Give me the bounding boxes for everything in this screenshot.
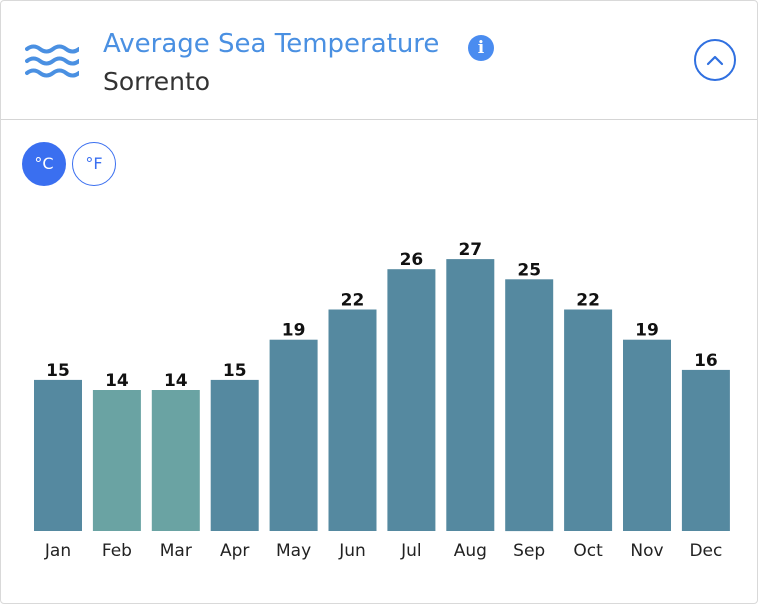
- bar-value-label: 25: [517, 260, 541, 280]
- bar-value-label: 16: [694, 351, 718, 371]
- bar-jul[interactable]: [387, 269, 436, 531]
- month-tick-label: Apr: [220, 541, 249, 561]
- card-header: Average Sea Temperature i Sorrento: [1, 1, 757, 120]
- month-tick-label: Nov: [630, 541, 663, 561]
- bar-mar[interactable]: [151, 390, 200, 531]
- bar-value-label: 27: [458, 240, 482, 260]
- bar-value-label: 15: [223, 361, 247, 381]
- location-subtitle: Sorrento: [103, 67, 211, 96]
- month-tick-label: May: [276, 541, 311, 561]
- bar-apr[interactable]: [210, 379, 259, 531]
- collapse-button[interactable]: [694, 39, 736, 81]
- bar-nov[interactable]: [623, 339, 671, 531]
- sea-temperature-chart: 15 Jan 14 Feb 14 Mar 15 Apr 19 May 22 Jun 26 Jul 27 Aug…: [34, 240, 730, 561]
- bar-oct[interactable]: [564, 309, 613, 532]
- bar-value-label: 19: [635, 321, 659, 341]
- fahrenheit-toggle[interactable]: °F: [72, 142, 116, 186]
- month-tick-label: Sep: [513, 541, 545, 561]
- bar-jun[interactable]: [328, 309, 377, 532]
- bar-sep[interactable]: [505, 279, 554, 532]
- info-icon[interactable]: i: [468, 35, 494, 61]
- waves-icon: [25, 44, 79, 78]
- bar-feb[interactable]: [92, 390, 141, 531]
- month-tick-label: Jun: [338, 541, 366, 561]
- month-tick-label: Mar: [160, 541, 192, 561]
- bar-value-label: 19: [282, 321, 306, 341]
- month-tick-label: Dec: [689, 541, 722, 561]
- celsius-toggle[interactable]: °C: [22, 142, 66, 186]
- chevron-up-icon: [706, 55, 724, 66]
- bar-value-label: 14: [164, 371, 188, 391]
- month-tick-label: Feb: [102, 541, 132, 561]
- month-tick-label: Oct: [573, 541, 603, 561]
- bar-may[interactable]: [269, 339, 318, 531]
- bar-jan[interactable]: [34, 379, 82, 531]
- bar-aug[interactable]: [446, 259, 495, 531]
- bar-value-label: 14: [105, 371, 129, 391]
- bar-value-label: 22: [341, 291, 365, 311]
- month-tick-label: Jul: [400, 541, 422, 561]
- month-tick-label: Aug: [454, 541, 487, 561]
- month-tick-label: Jan: [44, 541, 71, 561]
- bar-value-label: 22: [576, 291, 600, 311]
- bar-value-label: 15: [46, 361, 70, 381]
- bar-dec[interactable]: [681, 369, 730, 531]
- bar-value-label: 26: [400, 250, 424, 270]
- card-title: Average Sea Temperature: [103, 29, 440, 59]
